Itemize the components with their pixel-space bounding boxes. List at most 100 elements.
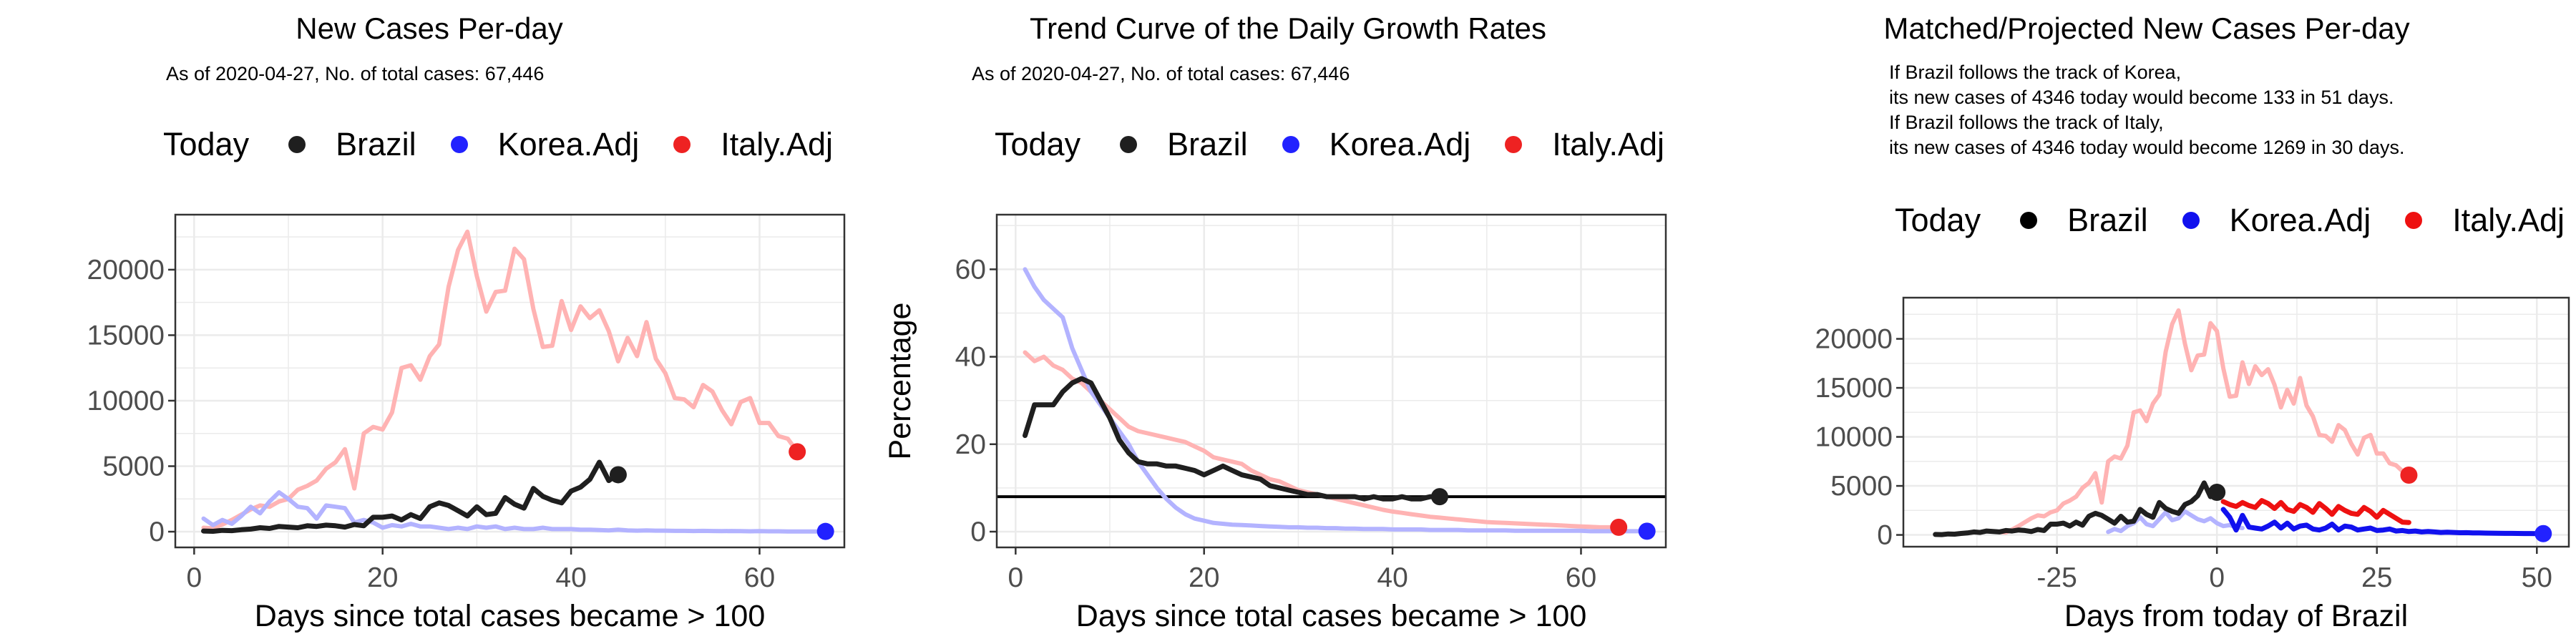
series-line-korea-adj-projected (2220, 507, 2546, 537)
legend-label-italy: Italy.Adj (2452, 202, 2565, 238)
y-tick-label: 0 (1877, 520, 1893, 551)
legend-item-brazil: Brazil (2020, 202, 2148, 239)
x-axis-label: Days since total cases became > 100 (255, 599, 765, 633)
projection-notes: If Brazil follows the track of Korea, it… (1889, 60, 2404, 160)
today-point-brazil (2208, 484, 2226, 502)
chart-subtitle: As of 2020-04-27, No. of total cases: 67… (166, 63, 545, 84)
y-tick-label: 20 (955, 429, 986, 460)
x-tick-label: 20 (1189, 562, 1219, 593)
legend-item-korea: Korea.Adj (1282, 126, 1471, 163)
series-line-italy-adj (201, 229, 800, 531)
y-tick-label: 5000 (102, 451, 165, 482)
series-line-korea-adj (1023, 267, 1649, 534)
today-point-italy-adj (2400, 466, 2418, 484)
legend: Today Brazil Korea.Adj Italy.Adj (1895, 202, 2565, 239)
x-tick-label: 40 (1377, 562, 1407, 593)
legend-item-italy: Italy.Adj (673, 126, 833, 163)
legend-item-brazil: Brazil (1120, 126, 1248, 163)
legend-dot-italy (2405, 212, 2423, 229)
x-tick-label: 50 (2522, 562, 2552, 593)
y-tick-label: 20000 (1815, 324, 1893, 355)
legend-dot-brazil (2020, 212, 2038, 229)
note-line: its new cases of 4346 today would become… (1889, 137, 2405, 158)
y-tick-label: 15000 (1815, 373, 1893, 404)
legend-label-korea: Korea.Adj (497, 126, 640, 162)
series-line-brazil (201, 459, 621, 534)
x-tick-label: 0 (2209, 562, 2225, 593)
x-tick-label: -25 (2036, 562, 2077, 593)
legend-dot-brazil (288, 136, 306, 153)
x-tick-label: 20 (367, 562, 398, 593)
plot-growth-rates: 0 20 40 60 0 20 40 60 Days since total cases bec… (883, 213, 1667, 633)
series-line-italy-adj (1023, 350, 1621, 530)
legend-item-korea: Korea.Adj (2182, 202, 2371, 239)
plot-border (995, 213, 1667, 549)
note-line: its new cases of 4346 today would become… (1889, 87, 2394, 108)
chart-title: Matched/Projected New Cases Per-day (1883, 11, 2410, 45)
legend-title: Today (163, 126, 250, 162)
series-line-korea-adj (2106, 509, 2245, 535)
x-tick-label: 25 (2361, 562, 2392, 593)
legend-item-italy: Italy.Adj (2405, 202, 2565, 239)
legend-label-italy: Italy.Adj (721, 126, 833, 162)
series-line-korea-adj (201, 490, 828, 534)
today-point-korea-adj (1638, 522, 1656, 540)
panel-growth-rates: Trend Curve of the Daily Growth Rates As… (859, 0, 1717, 644)
x-axis-label: Days since total cases became > 100 (1076, 599, 1586, 633)
y-tick-label: 40 (955, 342, 986, 373)
chart-title: New Cases Per-day (296, 11, 563, 45)
x-tick-label: 0 (1008, 562, 1023, 593)
legend-dot-korea (1282, 136, 1299, 153)
today-point-korea-adj (2534, 525, 2552, 542)
today-point-brazil (1430, 488, 1448, 506)
legend-label-brazil: Brazil (2067, 202, 2148, 238)
legend-label-brazil: Brazil (1167, 126, 1248, 162)
plot-projected: -25 0 25 50 0 5000 10000 15000 20000 Days from to… (1815, 296, 2570, 633)
x-tick-label: 60 (1566, 562, 1596, 593)
y-tick-label: 0 (149, 517, 165, 547)
legend-item-korea: Korea.Adj (450, 126, 640, 163)
y-tick-label: 5000 (1830, 471, 1893, 502)
legend-item-brazil: Brazil (288, 126, 416, 163)
chart-title: Trend Curve of the Daily Growth Rates (1029, 11, 1547, 45)
today-point-italy-adj (789, 443, 806, 461)
panel-projected: Matched/Projected New Cases Per-day If B… (1717, 0, 2576, 644)
y-axis-label: Percentage (883, 303, 917, 460)
panel-new-cases: New Cases Per-day As of 2020-04-27, No. … (0, 0, 859, 644)
y-tick-label: 15000 (87, 320, 165, 351)
plot-border (174, 213, 846, 549)
legend-dot-korea (2182, 212, 2200, 229)
legend-dot-italy (673, 136, 691, 153)
note-line: If Brazil follows the track of Italy, (1889, 112, 2164, 133)
legend-dot-italy (1505, 136, 1523, 153)
y-tick-label: 0 (970, 517, 986, 547)
x-tick-label: 60 (744, 562, 775, 593)
legend-dot-brazil (1120, 136, 1138, 153)
today-point-korea-adj (816, 522, 834, 540)
plot-border (1902, 296, 2570, 548)
y-tick-label: 60 (955, 254, 986, 285)
series-line-brazil (1933, 480, 2220, 537)
series-line-italy-adj-projected (2220, 498, 2411, 525)
note-line: If Brazil follows the track of Korea, (1889, 62, 2182, 83)
x-axis-label: Days from today of Brazil (2064, 599, 2408, 633)
chart-subtitle: As of 2020-04-27, No. of total cases: 67… (972, 63, 1350, 84)
legend-label-korea: Korea.Adj (1329, 126, 1471, 162)
today-point-brazil (609, 466, 627, 484)
series-line-brazil (1023, 376, 1443, 502)
legend-label-korea: Korea.Adj (2229, 202, 2371, 238)
legend-label-brazil: Brazil (336, 126, 416, 162)
legend-label-italy: Italy.Adj (1552, 126, 1664, 162)
legend: Today Brazil Korea.Adj Italy.Adj (163, 126, 833, 163)
plot-area (997, 215, 1666, 547)
y-tick-label: 10000 (1815, 422, 1893, 453)
today-point-italy-adj (1610, 518, 1628, 536)
plot-area (175, 215, 844, 547)
y-tick-label: 10000 (87, 386, 165, 416)
legend-title: Today (1895, 202, 1981, 238)
legend-item-italy: Italy.Adj (1505, 126, 1664, 163)
plot-new-cases: 0 20 40 60 0 5000 10000 15000 20000 Days since to… (87, 213, 846, 633)
x-tick-label: 40 (555, 562, 586, 593)
legend-dot-korea (450, 136, 468, 153)
y-tick-label: 20000 (87, 255, 165, 286)
